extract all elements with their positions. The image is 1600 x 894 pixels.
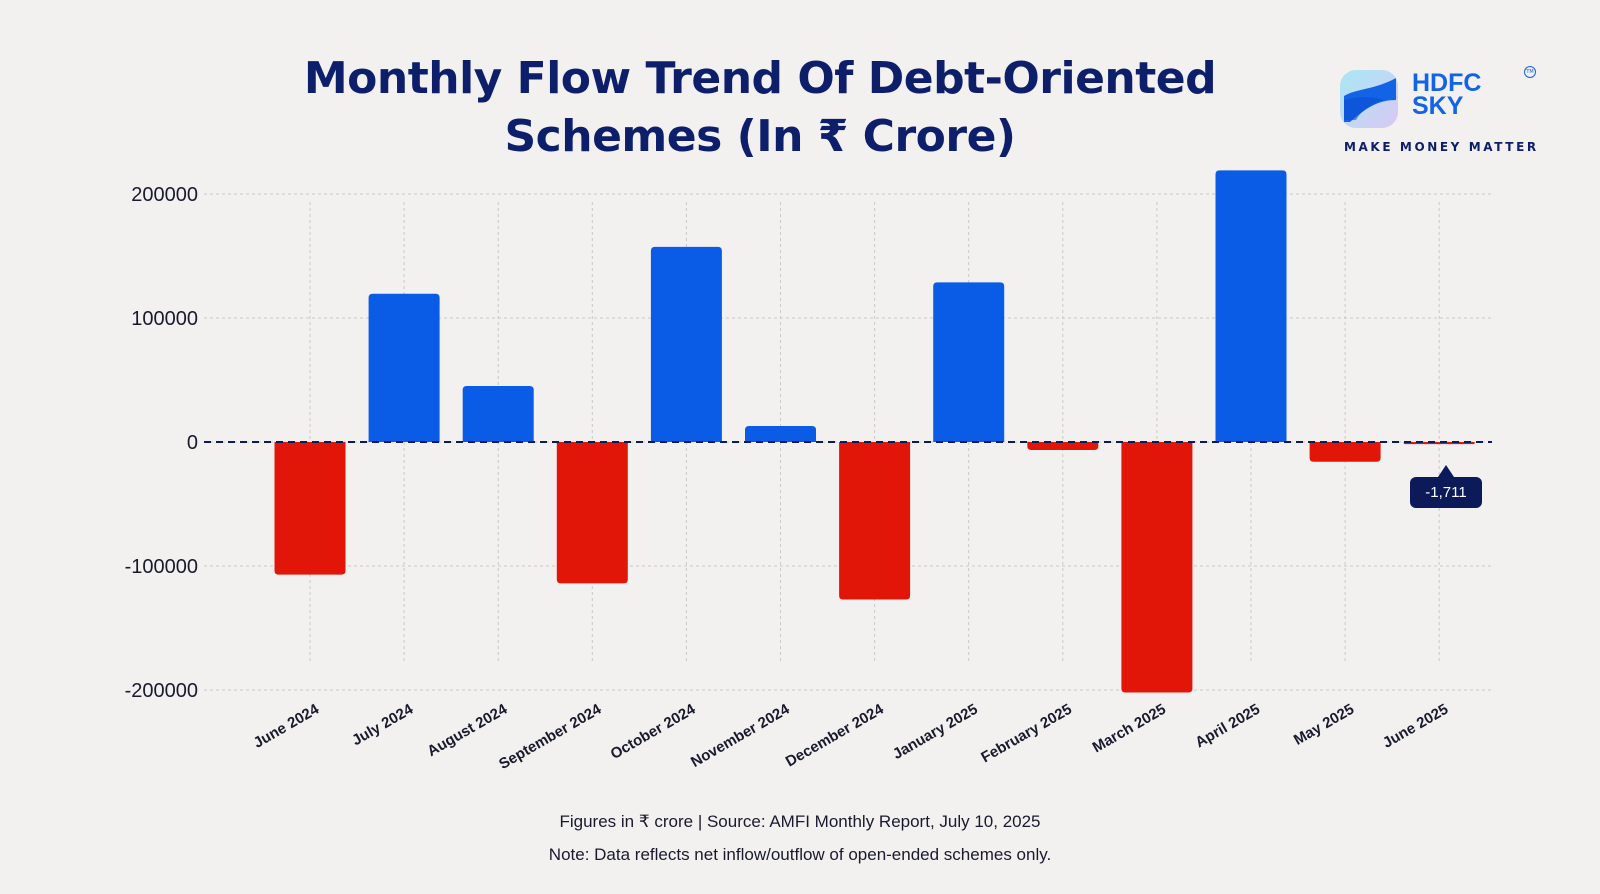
chart-title: Monthly Flow Trend Of Debt-Oriented Sche…: [280, 50, 1240, 166]
value-tooltip: -1,711: [1410, 465, 1482, 508]
bar-march-2025: [1121, 442, 1193, 693]
hdfc-sky-logo: HDFC SKY TM MAKE MONEY MATTER: [1340, 66, 1540, 166]
x-tick-label: February 2025: [978, 701, 1075, 767]
x-tick-label: September 2024: [496, 700, 605, 773]
footer-source: Figures in ₹ crore | Source: AMFI Monthl…: [559, 812, 1041, 831]
chart-title-line2: Schemes (In ₹ Crore): [504, 111, 1016, 162]
bar-february-2025: [1027, 442, 1099, 451]
x-tick-label: November 2024: [688, 700, 793, 770]
bar-september-2024: [556, 442, 628, 584]
y-tick-label: 0: [187, 432, 198, 454]
y-tick-label: -200000: [125, 680, 198, 702]
logo-name-line1: HDFC: [1412, 69, 1482, 97]
x-tick-label: March 2025: [1090, 701, 1169, 757]
x-tick-label: June 2025: [1380, 701, 1451, 752]
x-tick-label: August 2024: [424, 700, 510, 760]
y-tick-label: 200000: [131, 184, 198, 206]
y-tick-label: -100000: [125, 556, 198, 578]
bar-december-2024: [839, 442, 911, 600]
bar-october-2024: [650, 246, 722, 442]
x-tick-label: April 2025: [1192, 701, 1263, 752]
logo-mark-icon: [1340, 70, 1398, 128]
footer-note: Note: Data reflects net inflow/outflow o…: [548, 845, 1052, 864]
bar-may-2025: [1309, 442, 1381, 462]
bar-august-2024: [462, 385, 534, 442]
x-tick-label: June 2024: [251, 700, 323, 751]
x-tick-label: October 2024: [608, 700, 699, 763]
y-tick-label: 100000: [131, 308, 198, 330]
bar-january-2025: [933, 282, 1005, 442]
x-tick-label: December 2024: [783, 700, 887, 770]
bar-july-2024: [368, 293, 440, 442]
trademark-icon: TM: [1524, 66, 1536, 78]
bar-april-2025: [1215, 170, 1287, 443]
x-tick-label: July 2024: [349, 700, 417, 749]
logo-name-line2: SKY: [1412, 92, 1464, 120]
logo-tagline: MAKE MONEY MATTER: [1344, 140, 1539, 154]
x-tick-label: May 2025: [1291, 701, 1357, 749]
x-tick-label: January 2025: [890, 701, 981, 763]
bar-june-2024: [274, 442, 346, 575]
logo-text: HDFC SKY: [1412, 69, 1482, 120]
bar-november-2024: [745, 426, 816, 442]
chart-title-line1: Monthly Flow Trend Of Debt-Oriented: [303, 53, 1217, 104]
